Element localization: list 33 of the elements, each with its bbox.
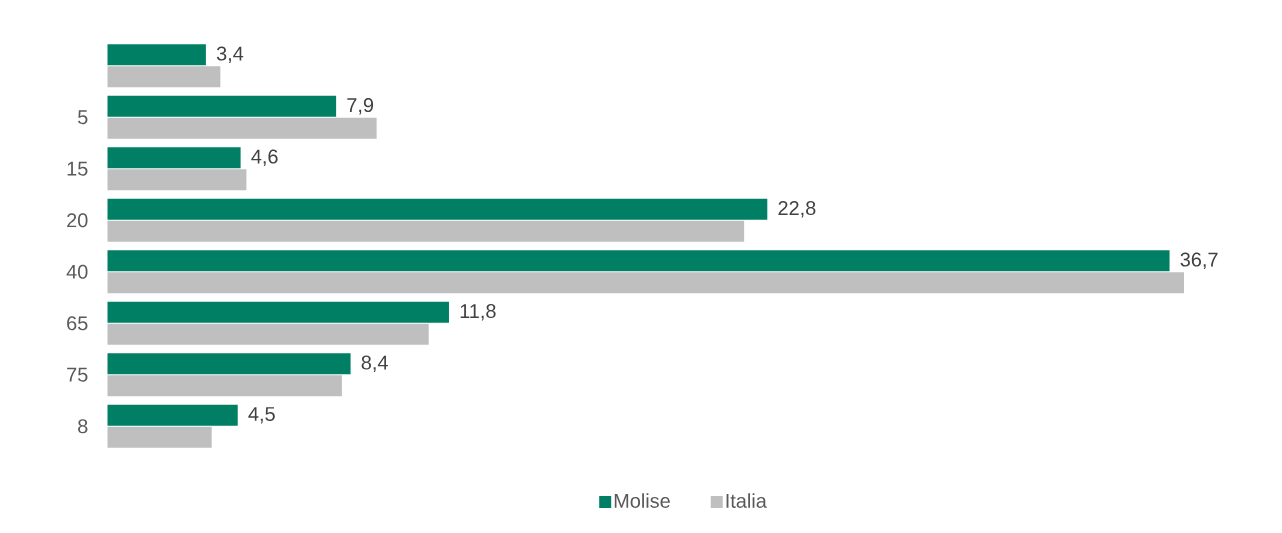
bar (107, 375, 342, 397)
bar (107, 147, 241, 169)
y-tick-label: 20 (67, 213, 88, 228)
data-label: 11,8 (460, 304, 496, 321)
data-label: 4,6 (251, 149, 278, 166)
bar (107, 117, 377, 139)
y-tick-label: 5 (78, 110, 88, 125)
data-label: 3,4 (216, 46, 244, 63)
bar (107, 169, 247, 191)
bar (107, 301, 449, 323)
y-tick-label: 40 (66, 264, 88, 279)
bar (107, 250, 1170, 272)
bar (107, 426, 212, 448)
y-tick-label: 15 (67, 161, 88, 176)
y-tick-label: 65 (67, 316, 88, 331)
bar (107, 323, 429, 345)
legend-label: Molise (614, 493, 670, 508)
data-label: 4,5 (248, 407, 275, 424)
bar (107, 404, 238, 426)
data-label: 36,7 (1180, 252, 1218, 269)
y-tick-label: 8 (78, 419, 88, 434)
data-label: 7,9 (347, 98, 374, 115)
bar (107, 66, 221, 88)
data-label: 8,4 (361, 355, 388, 372)
legend-label: Italia (726, 493, 767, 508)
bar (107, 95, 337, 117)
data-label: 22,8 (778, 201, 816, 218)
bar (107, 44, 206, 66)
bar (107, 198, 768, 220)
bar (107, 353, 351, 375)
y-tick-label: 75 (67, 367, 88, 382)
bar (107, 220, 745, 242)
bar (107, 272, 1185, 294)
